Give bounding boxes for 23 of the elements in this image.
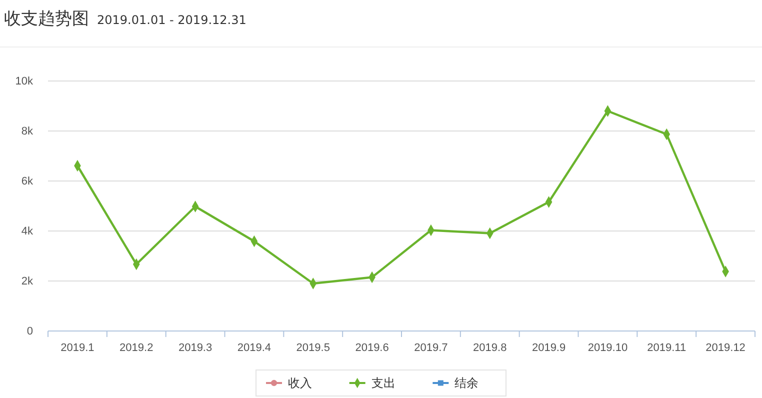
y-tick-label: 10k — [15, 76, 34, 88]
legend-label: 支出 — [371, 376, 396, 390]
y-tick-label: 4k — [21, 226, 34, 238]
x-tick-label: 2019.4 — [237, 342, 272, 354]
legend-label: 收入 — [288, 376, 312, 390]
chart-title: 收支趋势图 — [4, 9, 89, 29]
legend-label: 结余 — [454, 376, 479, 390]
x-tick-label: 2019.6 — [355, 342, 389, 354]
x-tick-label: 2019.3 — [178, 342, 212, 354]
y-tick-label: 8k — [21, 126, 34, 138]
x-tick-label: 2019.5 — [296, 342, 330, 354]
y-tick-label: 6k — [21, 176, 34, 188]
x-tick-label: 2019.9 — [532, 342, 566, 354]
y-tick-label: 0 — [26, 326, 33, 338]
x-tick-label: 2019.8 — [473, 342, 507, 354]
x-tick-label: 2019.10 — [588, 342, 628, 354]
x-tick-label: 2019.11 — [647, 342, 686, 354]
y-tick-label: 2k — [21, 276, 34, 288]
x-tick-label: 2019.12 — [706, 342, 746, 354]
x-tick-label: 2019.1 — [60, 342, 94, 354]
x-tick-label: 2019.2 — [120, 342, 154, 354]
chart-subtitle: 2019.01.01 - 2019.12.31 — [97, 13, 246, 27]
x-tick-label: 2019.7 — [414, 342, 448, 354]
